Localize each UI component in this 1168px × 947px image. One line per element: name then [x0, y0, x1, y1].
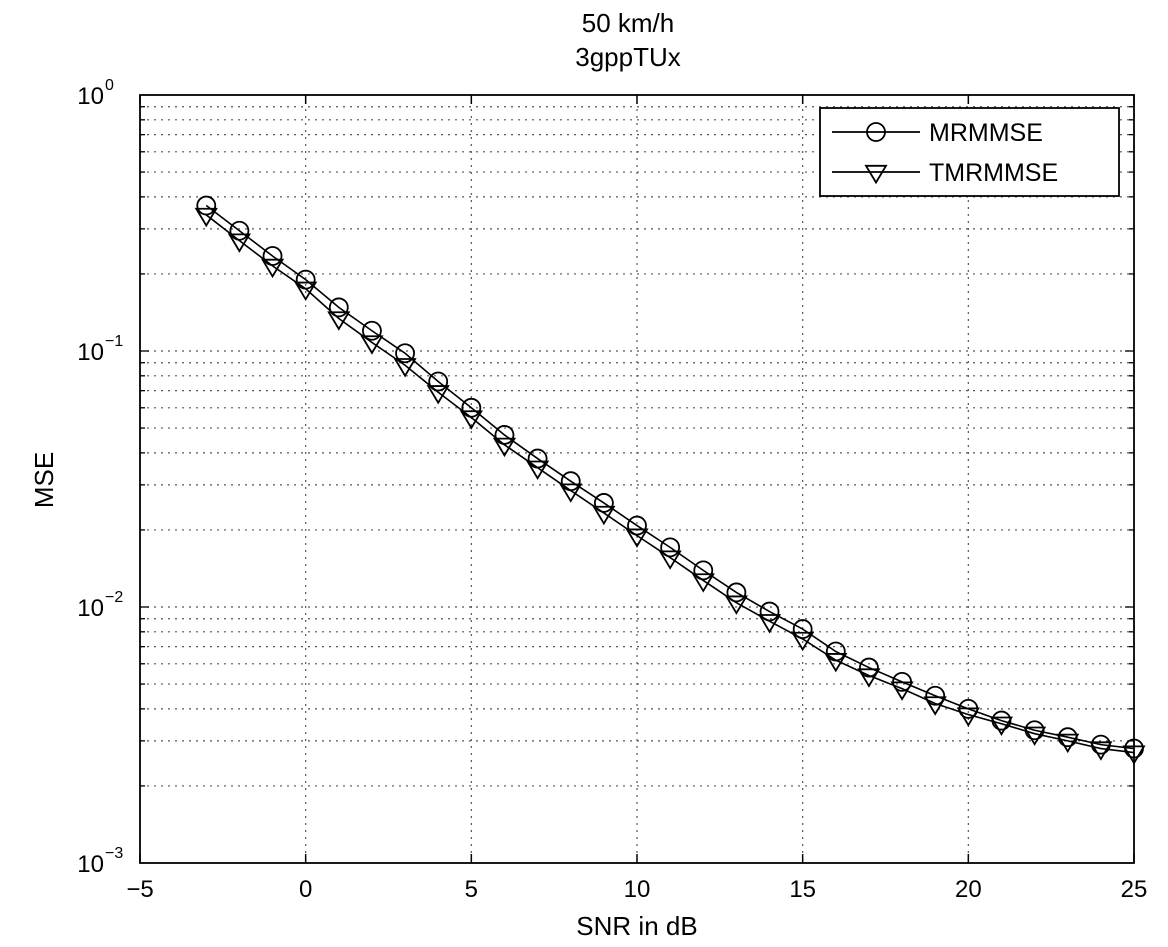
data-point-mrmmse	[362, 320, 382, 341]
legend-marker-mrmmse	[866, 122, 886, 142]
legend: MRMMSE TMRMMSE	[819, 107, 1120, 197]
data-point-tmrmmse	[294, 281, 318, 302]
data-point-tmrmmse	[691, 573, 715, 593]
axis-ticks	[139, 95, 1135, 863]
y-tick-label-base: 10	[77, 339, 104, 366]
data-point-tmrmmse	[724, 595, 748, 615]
data-point-tmrmmse	[1089, 741, 1113, 761]
x-tick-label: 25	[1121, 876, 1148, 903]
data-point-mrmmse	[428, 371, 449, 392]
y-tick-label: 10 −1	[77, 333, 123, 366]
data-point-tmrmmse	[459, 410, 483, 430]
y-tick-label: 10 0	[77, 77, 114, 110]
data-point-tmrmmse	[227, 233, 251, 253]
y-tick-label-base: 10	[77, 851, 104, 878]
data-point-tmrmmse	[360, 335, 384, 355]
legend-label: MRMMSE	[929, 119, 1043, 147]
data-point-mrmmse	[792, 619, 813, 639]
data-point-tmrmmse	[1023, 726, 1047, 746]
y-axis-label: MSE	[29, 452, 59, 508]
data-point-mrmmse	[395, 343, 415, 364]
y-tick-label: 10 −3	[77, 845, 123, 878]
data-point-tmrmmse	[526, 460, 550, 480]
data-point-mrmmse	[925, 685, 946, 706]
data-point-tmrmmse	[492, 437, 517, 458]
data-point-tmrmmse	[1056, 733, 1080, 754]
data-point-tmrmmse	[757, 614, 782, 634]
legend-label: TMRMMSE	[929, 159, 1058, 187]
x-tick-label: −5	[126, 876, 153, 903]
data-point-tmrmmse	[658, 550, 682, 570]
chart-title-line-2: 3gppTUx	[575, 42, 681, 72]
data-series	[194, 195, 1146, 765]
x-axis-label: SNR in dB	[576, 911, 697, 941]
data-point-tmrmmse	[327, 311, 351, 331]
y-tick-label-exponent: −2	[105, 589, 123, 606]
data-point-tmrmmse	[559, 483, 583, 503]
data-point-tmrmmse	[194, 207, 218, 228]
data-point-mrmmse	[859, 657, 879, 678]
x-tick-label: 20	[955, 876, 982, 903]
legend-marker-tmrmmse	[864, 164, 888, 185]
y-tick-label-base: 10	[77, 83, 104, 110]
y-tick-label-exponent: −1	[105, 333, 123, 350]
x-tick-label: 10	[624, 876, 651, 903]
legend-entry-tmrmmse: TMRMMSE	[832, 159, 1058, 187]
data-point-tmrmmse	[260, 258, 285, 279]
data-point-tmrmmse	[1122, 745, 1146, 765]
series-tmrmmse	[194, 207, 1146, 765]
y-tick-label-base: 10	[77, 595, 104, 622]
series-line-tmrmmse	[205, 214, 1135, 754]
chart-title: 50 km/h 3gppTUx	[575, 8, 681, 72]
data-point-mrmmse	[196, 195, 217, 216]
data-point-tmrmmse	[426, 385, 450, 405]
data-point-mrmmse	[693, 560, 714, 581]
data-point-tmrmmse	[824, 653, 848, 673]
data-point-tmrmmse	[625, 528, 649, 548]
data-point-mrmmse	[627, 515, 647, 536]
x-axis-tick-labels: −5 0 5 10 15 20 25	[126, 876, 1147, 903]
series-line-mrmmse	[205, 204, 1135, 750]
data-point-mrmmse	[726, 582, 747, 603]
series-mrmmse	[196, 195, 1144, 759]
x-tick-label: 0	[299, 876, 312, 903]
data-point-tmrmmse	[923, 696, 947, 716]
data-point-tmrmmse	[592, 505, 616, 526]
data-point-mrmmse	[328, 297, 349, 318]
y-tick-label-exponent: 0	[105, 77, 114, 94]
y-tick-label-exponent: −3	[105, 845, 123, 862]
chart-title-line-1: 50 km/h	[582, 8, 675, 38]
legend-box	[819, 107, 1120, 197]
data-point-mrmmse	[660, 537, 681, 558]
data-point-tmrmmse	[791, 631, 815, 652]
legend-entry-mrmmse: MRMMSE	[832, 119, 1043, 147]
data-point-mrmmse	[593, 493, 614, 513]
data-point-tmrmmse	[393, 358, 417, 378]
grid	[140, 95, 1134, 863]
y-tick-label: 10 −2	[77, 589, 123, 622]
x-tick-label: 15	[789, 876, 816, 903]
data-point-tmrmmse	[956, 707, 980, 727]
data-point-tmrmmse	[857, 668, 881, 688]
data-point-tmrmmse	[989, 716, 1014, 736]
x-tick-label: 5	[465, 876, 478, 903]
data-point-tmrmmse	[890, 681, 914, 701]
